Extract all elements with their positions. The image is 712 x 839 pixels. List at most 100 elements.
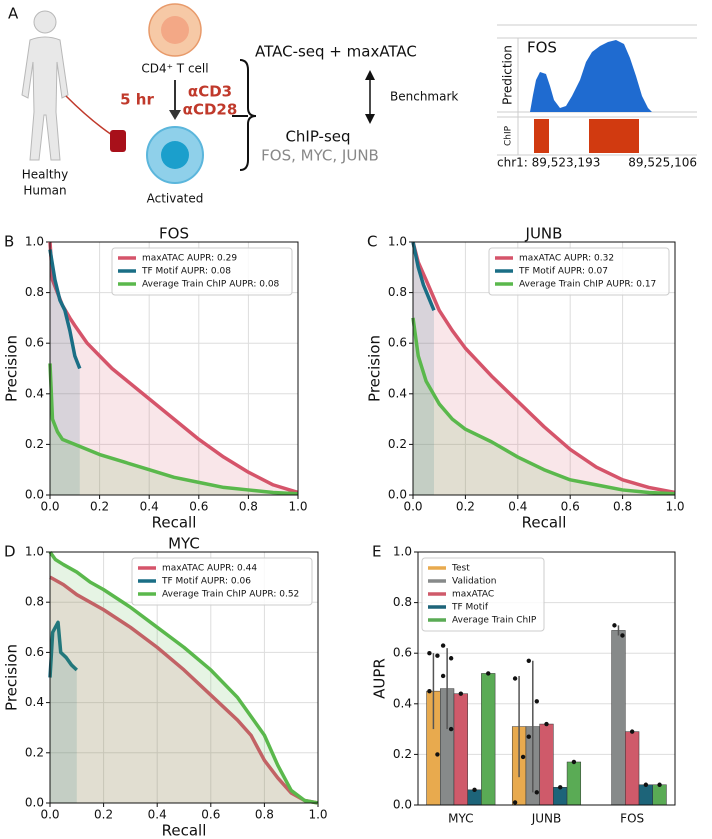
legend-box bbox=[111, 247, 293, 296]
data-point bbox=[571, 759, 577, 765]
prediction-label: Prediction bbox=[501, 45, 515, 105]
data-point bbox=[657, 782, 662, 787]
curve bbox=[49, 575, 319, 805]
data-point bbox=[612, 623, 617, 628]
y-tick-label: 0.8 bbox=[25, 285, 44, 299]
y-tick-label: 1.0 bbox=[393, 545, 412, 559]
brace bbox=[239, 59, 257, 171]
legend-label: TF Motif AUPR: 0.08 bbox=[141, 267, 231, 277]
y-tick-label: 0.6 bbox=[393, 646, 412, 660]
x-tick-label: 0.4 bbox=[140, 500, 159, 514]
area bbox=[413, 242, 675, 495]
x-tick-label: 0.6 bbox=[189, 500, 208, 514]
plot-frame bbox=[49, 551, 319, 804]
y-tick-label: 1.0 bbox=[25, 545, 44, 559]
stimulus-label: αCD3 bbox=[188, 83, 232, 101]
curve bbox=[411, 317, 676, 496]
chart-panel: C JUNB Recall Precision 0.0 0.2 0.4 0.6 0.8 1.0 0.… bbox=[366, 225, 685, 532]
data-point bbox=[440, 643, 446, 648]
area bbox=[413, 317, 675, 495]
curve bbox=[411, 241, 676, 495]
curve bbox=[48, 363, 299, 496]
data-point bbox=[558, 785, 563, 790]
data-point bbox=[534, 790, 539, 795]
plot-frame bbox=[417, 551, 676, 806]
y-tick-label: 0.8 bbox=[388, 285, 407, 299]
x-tick-label: 0.4 bbox=[148, 808, 167, 822]
activated-nucleus bbox=[161, 141, 189, 169]
area bbox=[50, 577, 318, 803]
data-point bbox=[544, 721, 549, 727]
data-point bbox=[643, 782, 649, 787]
legend-box bbox=[421, 557, 545, 632]
person-icon bbox=[21, 10, 69, 161]
x-tick-label: 0.2 bbox=[94, 808, 113, 822]
data-point bbox=[427, 688, 432, 694]
chart-title: FOS bbox=[159, 225, 189, 243]
x-tick-label: 1.0 bbox=[308, 808, 327, 822]
y-tick-label: 0.0 bbox=[388, 488, 407, 502]
y-tick-label: 1.0 bbox=[25, 235, 44, 249]
data-point bbox=[520, 754, 526, 760]
legend-label: Average Train ChIP AUPR: 0.17 bbox=[519, 280, 656, 290]
curve bbox=[48, 620, 78, 678]
y-tick-label: 0.8 bbox=[25, 595, 44, 609]
x-tick-label: 0.8 bbox=[239, 500, 258, 514]
arrowhead bbox=[169, 110, 181, 120]
plot-frame bbox=[412, 241, 676, 496]
legend-label: maxATAC bbox=[452, 590, 494, 600]
chart-panel: E AUPR 0.0 0.2 0.4 0.6 0.8 1.0 MYC JUNB FOS Test Val… bbox=[371, 543, 676, 826]
x-tick-label: 0.2 bbox=[90, 500, 109, 514]
bar bbox=[652, 784, 667, 806]
curve bbox=[48, 249, 82, 370]
person-label: Healthy bbox=[22, 168, 69, 182]
chart-title: MYC bbox=[168, 535, 200, 553]
x-tick-label: 0.8 bbox=[613, 500, 632, 514]
tube bbox=[65, 95, 113, 136]
y-tick-label: 0.0 bbox=[25, 796, 44, 810]
stimulus-label: αCD28 bbox=[183, 101, 238, 119]
bar bbox=[539, 723, 554, 806]
legend-box bbox=[131, 557, 313, 606]
t-cell-nucleus bbox=[161, 16, 189, 44]
y-tick-label: 0.4 bbox=[393, 696, 412, 710]
data-point bbox=[526, 734, 531, 739]
bar bbox=[467, 789, 482, 806]
chip-track-label: ChIP bbox=[504, 125, 514, 146]
y-tick-label: 0.6 bbox=[25, 645, 44, 659]
data-point bbox=[620, 633, 625, 638]
data-point bbox=[427, 651, 432, 656]
y-tick-label: 0.2 bbox=[25, 437, 44, 451]
y-axis-label: Precision bbox=[3, 644, 21, 711]
curve bbox=[411, 241, 436, 311]
data-point bbox=[435, 653, 440, 658]
panel-letter: D bbox=[4, 543, 16, 561]
y-axis-label: Precision bbox=[366, 335, 384, 402]
x-axis-label: Recall bbox=[522, 514, 567, 532]
panel-letter: C bbox=[367, 233, 377, 251]
y-tick-label: 0.6 bbox=[25, 336, 44, 350]
x-tick-label: 1.0 bbox=[665, 500, 684, 514]
charts: B FOS Recall Precision 0.0 0.2 0.4 0.6 0.8 1.0 0.0… bbox=[3, 225, 685, 839]
y-tick-label: 0.2 bbox=[25, 745, 44, 759]
time-label: 5 hr bbox=[120, 91, 154, 109]
x-tick-label: 1.0 bbox=[288, 500, 307, 514]
x-axis-label: Recall bbox=[152, 514, 197, 532]
x-tick-label: MYC bbox=[448, 812, 473, 826]
data-point bbox=[526, 658, 531, 663]
legend-label: maxATAC AUPR: 0.32 bbox=[519, 254, 614, 264]
y-tick-label: 0.2 bbox=[393, 747, 412, 761]
data-point bbox=[629, 729, 635, 734]
legend-label: Average Train ChIP bbox=[452, 616, 537, 626]
data-point bbox=[512, 800, 518, 805]
x-tick-label: 0.4 bbox=[508, 500, 527, 514]
assay-label: ATAC-seq + maxATAC bbox=[255, 43, 417, 61]
area bbox=[50, 552, 318, 803]
plot-frame bbox=[49, 241, 299, 496]
bar bbox=[553, 787, 568, 806]
y-tick-label: 1.0 bbox=[388, 235, 407, 249]
x-tick-label: 0.0 bbox=[403, 500, 422, 514]
x-tick-label: FOS bbox=[620, 812, 644, 826]
bar bbox=[611, 630, 626, 806]
